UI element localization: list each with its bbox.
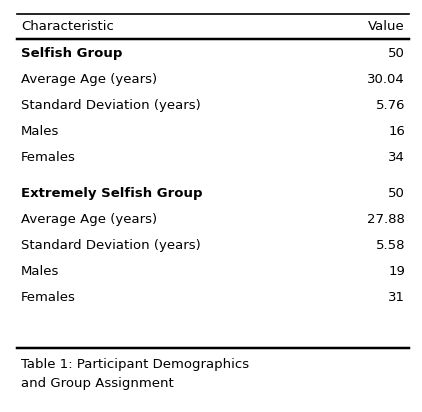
- Text: Table 1: Participant Demographics: Table 1: Participant Demographics: [21, 358, 249, 371]
- Text: and Group Assignment: and Group Assignment: [21, 377, 174, 391]
- Text: Extremely Selfish Group: Extremely Selfish Group: [21, 187, 203, 200]
- Text: Standard Deviation (years): Standard Deviation (years): [21, 99, 201, 112]
- Text: Males: Males: [21, 125, 60, 138]
- Text: 19: 19: [388, 265, 405, 278]
- Text: Characteristic: Characteristic: [21, 20, 114, 33]
- Text: Females: Females: [21, 291, 76, 304]
- Text: Standard Deviation (years): Standard Deviation (years): [21, 239, 201, 252]
- Text: 5.76: 5.76: [376, 99, 405, 112]
- Text: Average Age (years): Average Age (years): [21, 73, 157, 86]
- Text: 31: 31: [388, 291, 405, 304]
- Text: 30.04: 30.04: [368, 73, 405, 86]
- Text: Males: Males: [21, 265, 60, 278]
- Text: 50: 50: [388, 187, 405, 200]
- Text: Average Age (years): Average Age (years): [21, 213, 157, 226]
- Text: Value: Value: [368, 20, 405, 33]
- Text: 16: 16: [388, 125, 405, 138]
- Text: 5.58: 5.58: [376, 239, 405, 252]
- Text: Selfish Group: Selfish Group: [21, 47, 122, 60]
- Text: 27.88: 27.88: [367, 213, 405, 226]
- Text: 34: 34: [388, 151, 405, 164]
- Text: Females: Females: [21, 151, 76, 164]
- Text: 50: 50: [388, 47, 405, 60]
